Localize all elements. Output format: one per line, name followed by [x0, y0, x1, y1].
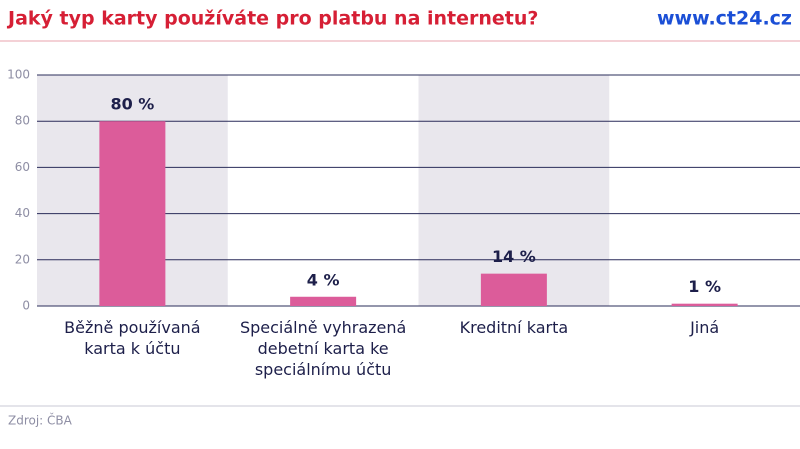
value-label: 14 % [492, 247, 536, 266]
x-tick-label: Jiná [690, 318, 720, 337]
y-tick-label: 80 [15, 114, 30, 128]
band-shade [418, 75, 610, 306]
y-tick-label: 0 [22, 299, 30, 313]
value-label: 1 % [688, 277, 721, 296]
y-tick-label: 60 [15, 160, 30, 174]
source: Zdroj: ČBA [8, 413, 73, 428]
chart-title: Jaký typ karty používáte pro platbu na i… [6, 8, 538, 30]
x-tick-label: Speciálně vyhrazená debetní karta ke spe… [239, 318, 407, 379]
y-tick-label: 40 [15, 206, 30, 220]
bar [99, 121, 166, 306]
y-tick-label: 100 [7, 68, 30, 82]
x-tick-label: Kreditní karta [459, 318, 569, 337]
site-url[interactable]: www.ct24.cz [657, 8, 792, 30]
y-tick-label: 20 [15, 252, 30, 266]
x-tick-label: Běžně používaná karta k účtu [64, 318, 201, 358]
bar [480, 273, 547, 306]
value-label: 4 % [307, 270, 340, 289]
bar [290, 296, 357, 306]
bar [671, 303, 738, 306]
value-label: 80 % [110, 95, 154, 114]
